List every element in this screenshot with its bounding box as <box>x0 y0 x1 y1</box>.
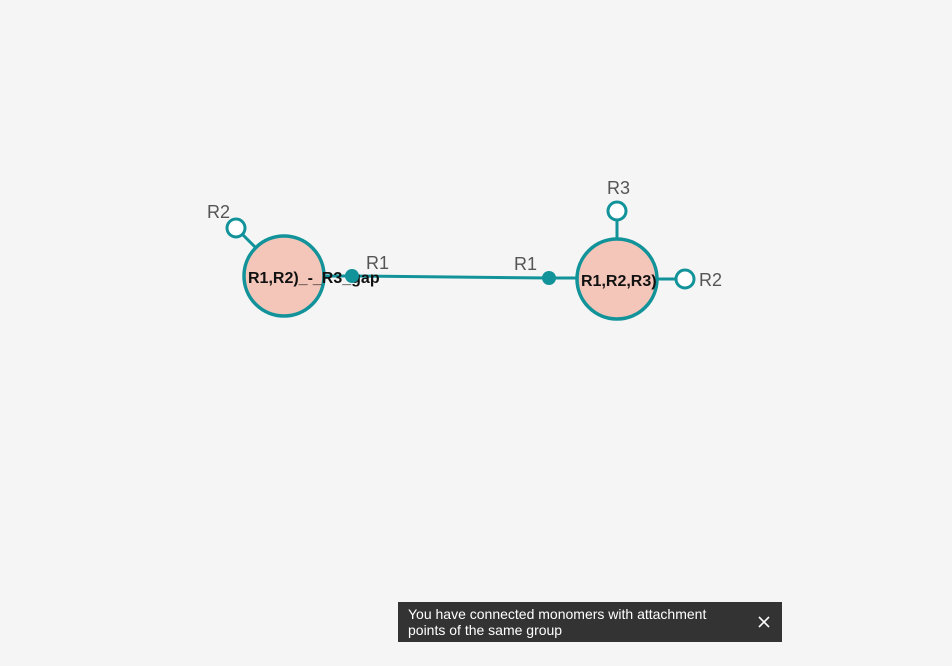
bond-line[interactable] <box>351 274 550 280</box>
monomer-2-r3-attachment-point[interactable] <box>606 200 628 222</box>
monomer-2-label: R1,R2,R3) <box>581 273 657 290</box>
monomer-1-label: R1,R2)_-_R3_gap <box>248 270 380 287</box>
monomer-2[interactable]: R1,R2,R3) <box>575 237 659 321</box>
monomer-2-r2-attachment-point[interactable] <box>674 268 696 290</box>
close-icon-svg <box>758 616 770 628</box>
monomer-1-r2-attachment-point[interactable] <box>225 217 247 239</box>
monomer-1-r1-label: R1 <box>366 253 389 273</box>
monomer-2-r2-label: R2 <box>699 270 722 290</box>
notification-toast: You have connected monomers with attachm… <box>398 602 782 642</box>
close-icon[interactable] <box>754 612 774 632</box>
monomer-2-r1-label: R1 <box>514 254 537 274</box>
monomer-1-r2-label: R2 <box>207 202 230 222</box>
monomer-2-circle[interactable] <box>575 237 659 321</box>
monomer-1-r1-attachment-point[interactable] <box>345 269 359 283</box>
monomer-1[interactable]: R1,R2)_-_R3_gap <box>242 234 380 318</box>
monomer-2-r3-label: R3 <box>607 178 630 198</box>
monomer-2-r1-attachment-point[interactable] <box>542 271 556 285</box>
monomer-1-circle[interactable] <box>242 234 326 318</box>
notification-message: You have connected monomers with attachm… <box>408 606 707 638</box>
